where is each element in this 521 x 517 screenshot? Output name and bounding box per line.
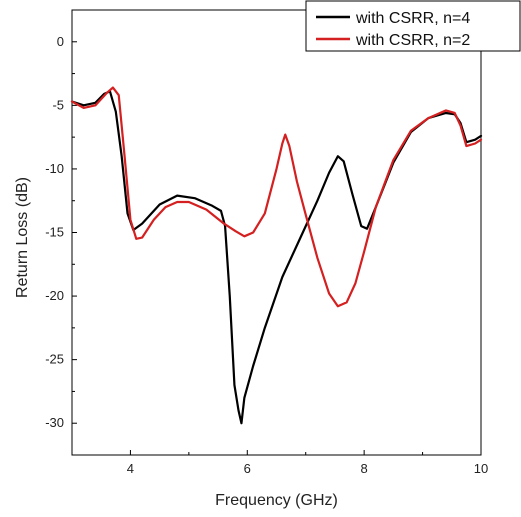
legend-label-2: with CSRR, n=2 xyxy=(355,32,470,49)
series-line-2 xyxy=(70,86,483,308)
legend-box xyxy=(305,0,521,52)
y-tick-label: -25 xyxy=(45,352,64,367)
x-tick-label: 4 xyxy=(127,461,134,476)
plot-area: 4 6 8 10 0 -5 -10 -15 -20 -25 -30 xyxy=(45,9,488,476)
y-tick-label: -20 xyxy=(45,288,64,303)
y-tick-label: -15 xyxy=(45,225,64,240)
y-tick-label: -5 xyxy=(52,97,64,112)
axis-ticks: 4 6 8 10 0 -5 -10 -15 -20 -25 -30 xyxy=(45,9,488,476)
legend: with CSRR, n=4 with CSRR, n=2 xyxy=(305,0,521,52)
x-tick-label: 6 xyxy=(244,461,251,476)
legend-label-1: with CSRR, n=4 xyxy=(355,10,470,27)
y-axis-title: Return Loss (dB) xyxy=(14,177,31,298)
x-tick-label: 10 xyxy=(474,461,488,476)
y-tick-label: 0 xyxy=(57,34,64,49)
x-axis-title: Frequency (GHz) xyxy=(215,492,338,509)
y-tick-label: -10 xyxy=(45,161,64,176)
y-tick-label: -30 xyxy=(45,415,64,430)
series-layer xyxy=(70,86,483,425)
x-tick-label: 8 xyxy=(361,461,368,476)
